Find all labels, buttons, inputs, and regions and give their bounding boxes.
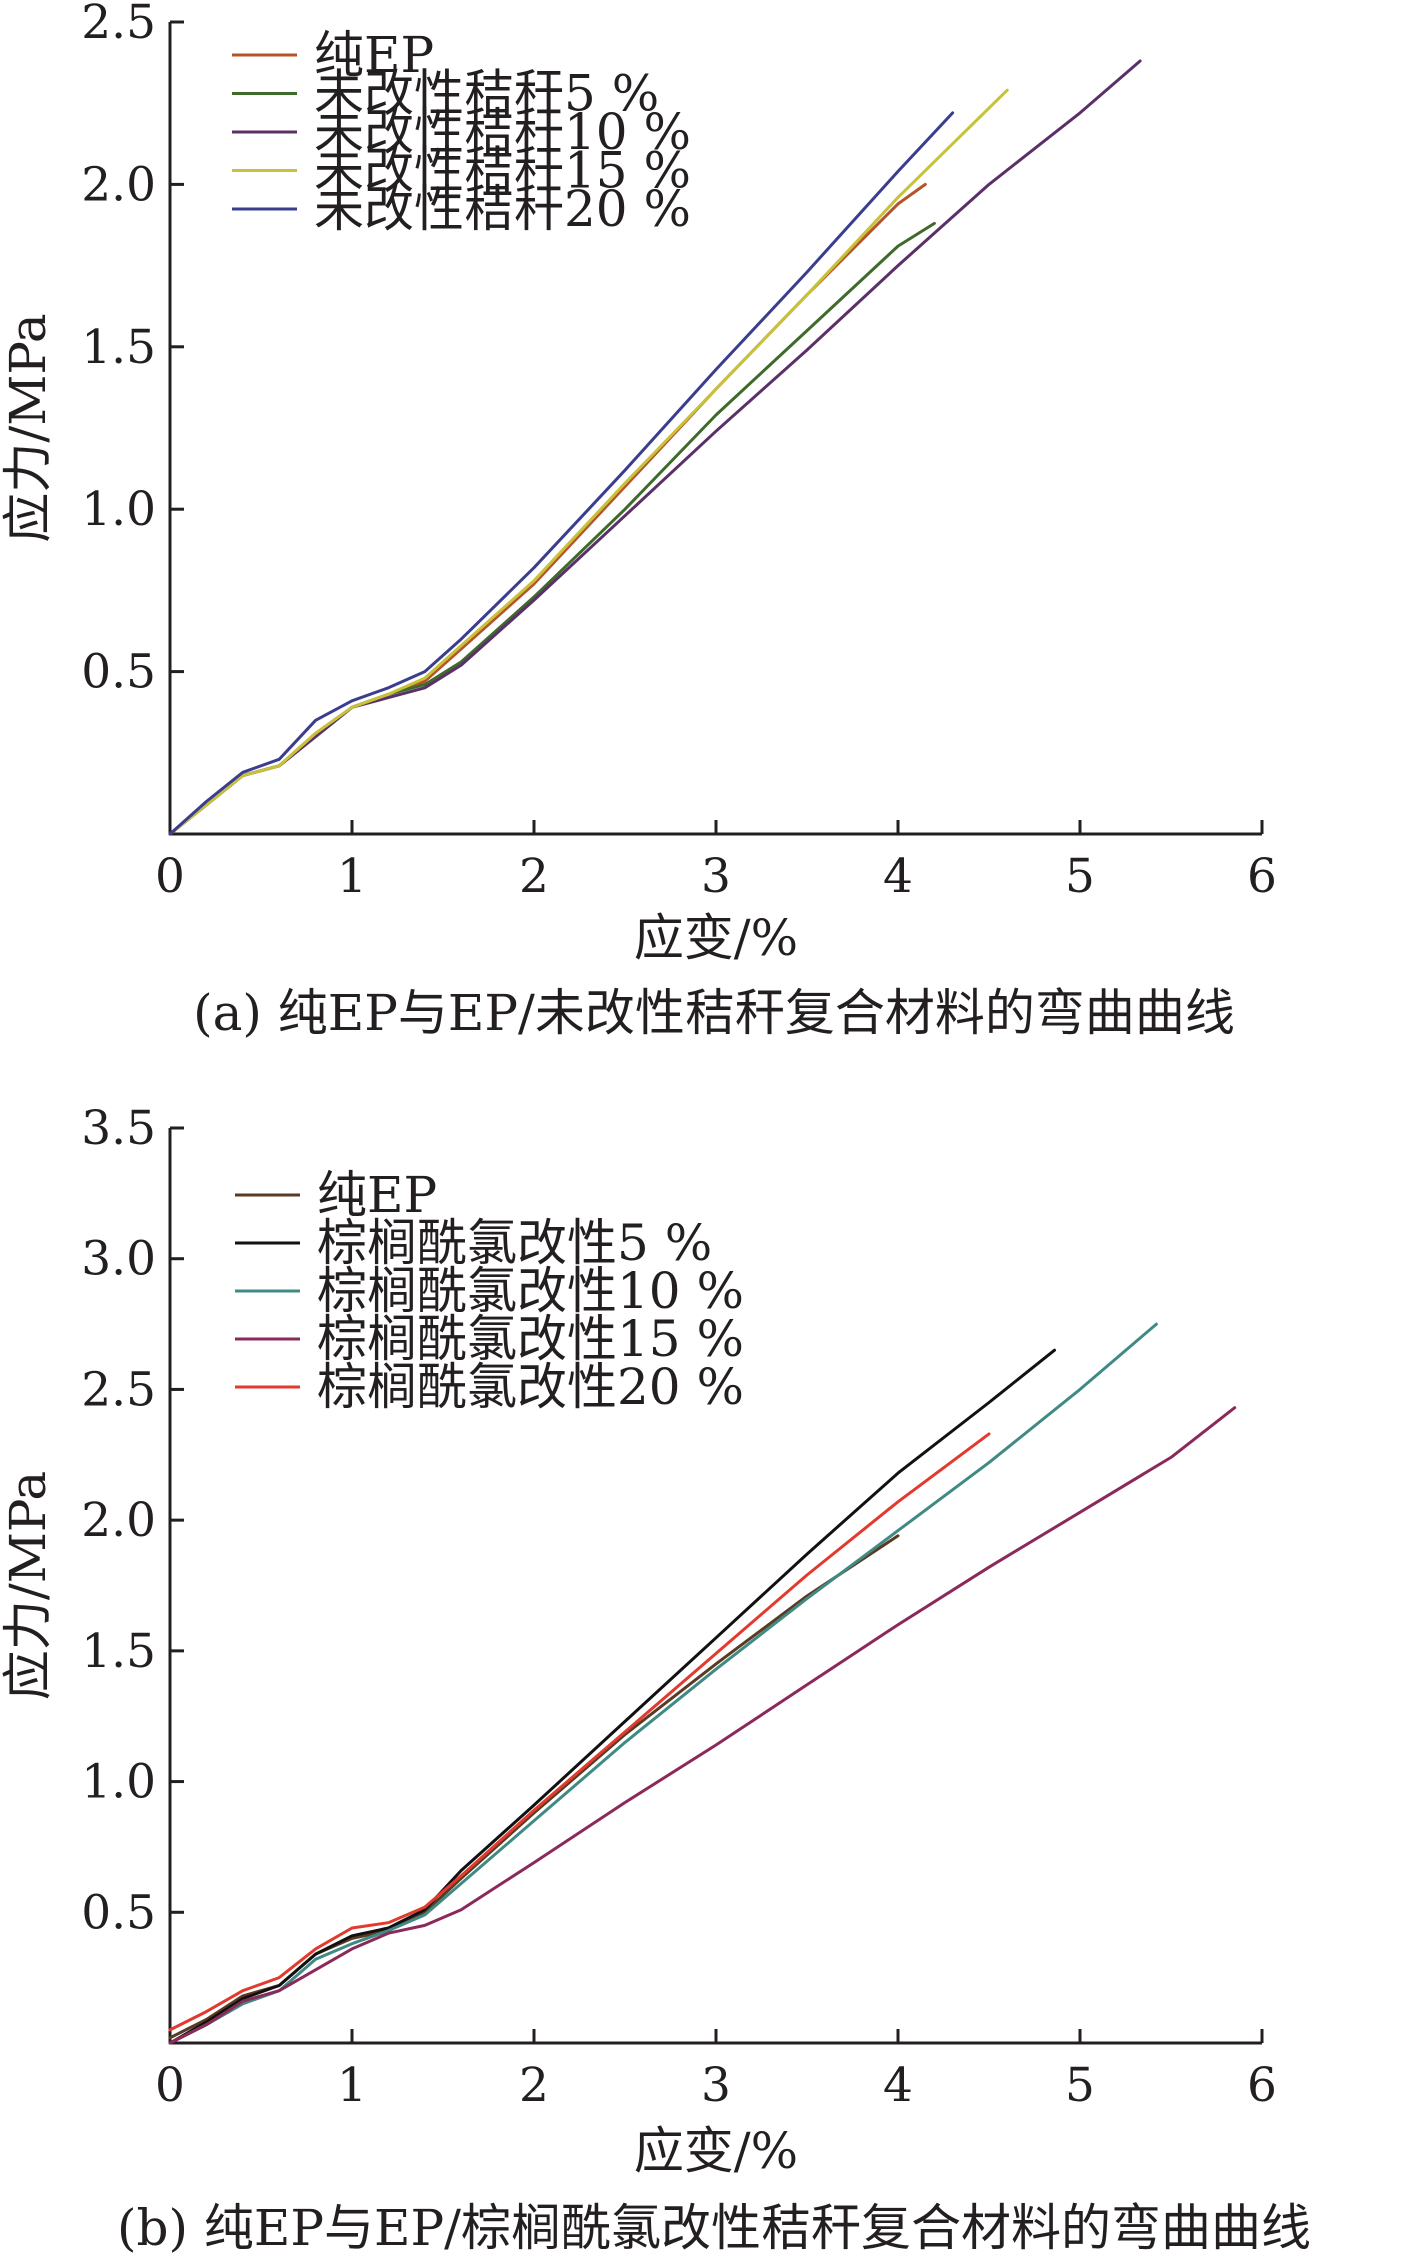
figure-caption: (b) 纯EP与EP/棕榈酰氯改性秸秆复合材料的弯曲曲线: [117, 2199, 1311, 2257]
y-tick-label: 1.5: [81, 1624, 156, 1679]
x-tick-label: 4: [883, 849, 913, 904]
y-axis-label: 应力/MPa: [0, 1471, 57, 1700]
x-tick-label: 2: [519, 849, 549, 904]
y-tick-label: 1.0: [81, 1755, 156, 1810]
y-tick-label: 2.5: [81, 1362, 156, 1417]
legend-label: 未改性秸秆20 %: [314, 180, 691, 238]
x-axis-label: 应变/%: [634, 2122, 798, 2180]
x-tick-label: 0: [155, 849, 185, 904]
x-tick-label: 6: [1247, 2058, 1277, 2113]
y-tick-label: 3.5: [81, 1101, 156, 1156]
x-tick-label: 6: [1247, 849, 1277, 904]
y-tick-label: 0.5: [81, 1885, 156, 1940]
series-line-4: [168, 1432, 991, 2032]
chart-panel-0: 0 1 2 3 4 5 60.51.01.52.02.5应变/%应力/MPa纯EP未改性秸秆…: [0, 0, 1277, 1042]
legend-label: 未改性秸秆10 %: [314, 103, 691, 161]
series-line-3: [168, 88, 1009, 836]
y-tick-label: 0.5: [81, 645, 156, 700]
series-line-4: [168, 111, 955, 836]
x-tick-label: 3: [701, 849, 731, 904]
y-axis-label: 应力/MPa: [0, 313, 57, 542]
legend-label: 棕榈酰氯改性15 %: [317, 1310, 744, 1368]
x-tick-label: 5: [1065, 2058, 1095, 2113]
legend-label: 棕榈酰氯改性10 %: [317, 1262, 744, 1320]
legend-label: 纯EP: [317, 1166, 437, 1224]
y-tick-label: 1.5: [81, 320, 156, 375]
x-tick-label: 0: [155, 2058, 185, 2113]
series-line-1: [168, 221, 936, 836]
chart-panel-1: 0 1 2 3 4 5 6 0.5 1.0 1.5 2.0 2.5 3.0 3.5 应变/% 应力/MPa 纯E…: [0, 1101, 1311, 2257]
x-tick-label: 2: [519, 2058, 549, 2113]
legend-label: 未改性秸秆5 %: [314, 65, 659, 123]
y-tick-label: 2.0: [81, 157, 156, 212]
x-tick-label: 1: [337, 2058, 367, 2113]
series-line-0: [168, 182, 927, 836]
x-tick-label: 3: [701, 2058, 731, 2113]
y-tick-label: 2.5: [81, 0, 156, 50]
legend-label: 棕榈酰氯改性20 %: [317, 1358, 744, 1416]
series-line-1: [168, 1348, 1056, 2045]
figure-caption: (a) 纯EP与EP/未改性秸秆复合材料的弯曲曲线: [193, 984, 1235, 1042]
y-tick-label: 2.0: [81, 1493, 156, 1548]
legend-label: 棕榈酰氯改性5 %: [317, 1214, 712, 1272]
y-tick-label: 3.0: [81, 1232, 156, 1287]
x-tick-label: 4: [883, 2058, 913, 2113]
x-axis-label: 应变/%: [634, 909, 798, 967]
legend-label: 纯EP: [314, 26, 434, 84]
legend-label: 未改性秸秆15 %: [314, 142, 691, 200]
series-line-3: [168, 1406, 1237, 2045]
x-tick-label: 5: [1065, 849, 1095, 904]
x-tick-label: 1: [337, 849, 367, 904]
y-tick-label: 1.0: [81, 482, 156, 537]
series-line-2: [168, 1322, 1158, 2045]
